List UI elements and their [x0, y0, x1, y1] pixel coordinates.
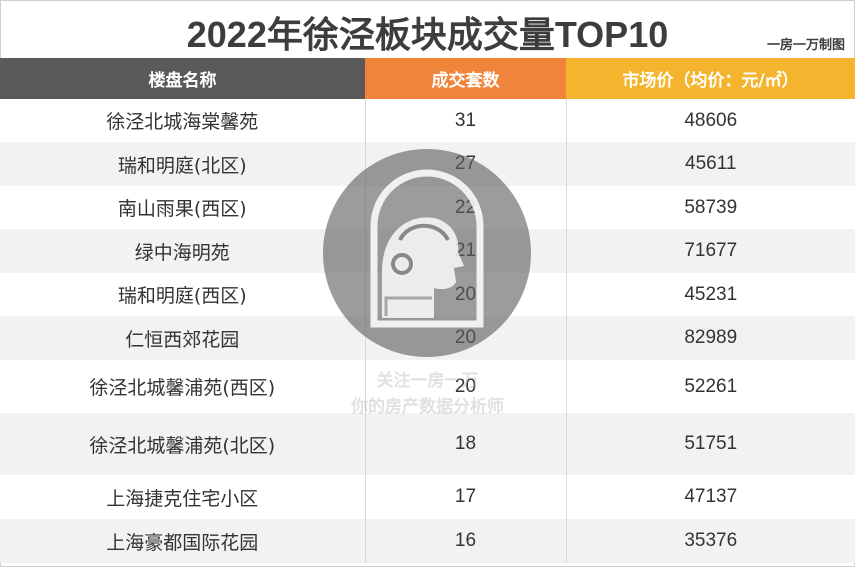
- cell-price: 48606: [565, 99, 855, 142]
- cell-price: 82989: [565, 316, 855, 360]
- header-row: 楼盘名称 成交套数 市场价（均价：元/㎡）: [0, 58, 855, 99]
- table-row: 上海豪都国际花园 16 35376: [0, 519, 855, 563]
- cell-price: 35376: [565, 519, 855, 563]
- cell-count: 31: [364, 99, 566, 142]
- column-header-price: 市场价（均价：元/㎡）: [566, 58, 855, 99]
- cell-name: 瑞和明庭(西区): [0, 273, 365, 316]
- title-bar: 2022年徐泾板块成交量TOP10 一房一万制图: [0, 0, 855, 58]
- cell-price: 58739: [565, 186, 855, 229]
- cell-count: 22: [364, 186, 566, 229]
- cell-name: 瑞和明庭(北区): [0, 142, 365, 186]
- cell-count: 20: [364, 316, 566, 360]
- table-row: 南山雨果(西区) 22 58739: [0, 186, 855, 229]
- column-header-name: 楼盘名称: [0, 58, 365, 99]
- table-row: 徐泾北城馨浦苑(北区) 18 51751: [0, 413, 855, 475]
- column-header-count: 成交套数: [365, 58, 566, 99]
- page-title: 2022年徐泾板块成交量TOP10: [186, 14, 669, 55]
- table-row: 瑞和明庭(北区) 27 45611: [0, 142, 855, 186]
- cell-name: 南山雨果(西区): [0, 186, 365, 229]
- table-row: 上海捷克住宅小区 17 47137: [0, 475, 855, 519]
- cell-count: 20: [364, 273, 566, 316]
- cell-count: 18: [364, 413, 566, 475]
- cell-name: 仁恒西郊花园: [0, 316, 365, 360]
- table-row: 徐泾北城海棠馨苑 31 48606: [0, 99, 855, 142]
- cell-price: 52261: [565, 360, 855, 413]
- cell-price: 71677: [565, 229, 855, 273]
- cell-count: 20: [364, 360, 566, 413]
- cell-count: 17: [364, 475, 566, 519]
- ranking-table: 楼盘名称 成交套数 市场价（均价：元/㎡） 徐泾北城海棠馨苑 31 48606 …: [0, 58, 855, 563]
- cell-name: 绿中海明苑: [0, 229, 365, 273]
- cell-name: 上海豪都国际花园: [0, 519, 365, 563]
- cell-name: 徐泾北城馨浦苑(北区): [0, 413, 365, 475]
- cell-name: 上海捷克住宅小区: [0, 475, 365, 519]
- table-row: 瑞和明庭(西区) 20 45231: [0, 273, 855, 316]
- table-row: 徐泾北城馨浦苑(西区) 20 52261: [0, 360, 855, 413]
- cell-count: 21: [364, 229, 566, 273]
- cell-name: 徐泾北城馨浦苑(西区): [0, 360, 365, 413]
- cell-price: 45611: [565, 142, 855, 186]
- table-row: 仁恒西郊花园 20 82989: [0, 316, 855, 360]
- cell-price: 47137: [565, 475, 855, 519]
- cell-price: 45231: [565, 273, 855, 316]
- cell-price: 51751: [565, 413, 855, 475]
- table-row: 绿中海明苑 21 71677: [0, 229, 855, 273]
- cell-count: 27: [364, 142, 566, 186]
- cell-count: 16: [364, 519, 566, 563]
- credit-label: 一房一万制图: [766, 38, 845, 53]
- cell-name: 徐泾北城海棠馨苑: [0, 99, 365, 142]
